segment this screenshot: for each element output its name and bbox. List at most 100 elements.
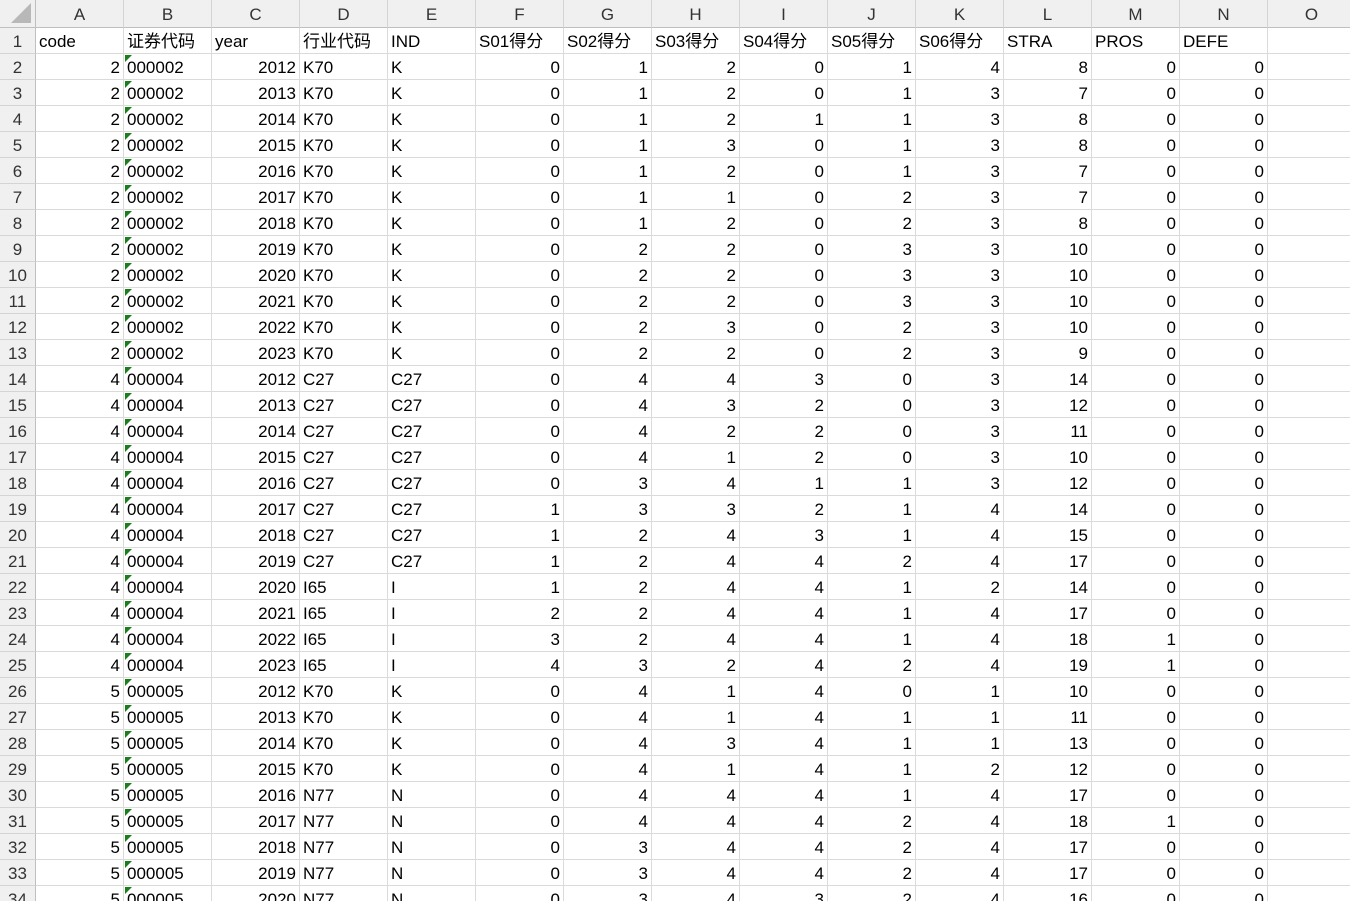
cell-N16[interactable]: 0 — [1180, 418, 1268, 444]
cell-L13[interactable]: 9 — [1004, 340, 1092, 366]
cell-I29[interactable]: 4 — [740, 756, 828, 782]
cell-O16[interactable] — [1268, 418, 1350, 444]
cell-L16[interactable]: 11 — [1004, 418, 1092, 444]
cell-I21[interactable]: 4 — [740, 548, 828, 574]
cell-G31[interactable]: 4 — [564, 808, 652, 834]
cell-D4[interactable]: K70 — [300, 106, 388, 132]
row-header-33[interactable]: 33 — [0, 860, 36, 886]
cell-N14[interactable]: 0 — [1180, 366, 1268, 392]
cell-I1[interactable]: S04得分 — [740, 28, 828, 54]
cell-C8[interactable]: 2018 — [212, 210, 300, 236]
cell-B14[interactable]: 000004 — [124, 366, 212, 392]
cell-G7[interactable]: 1 — [564, 184, 652, 210]
cell-F28[interactable]: 0 — [476, 730, 564, 756]
cell-L6[interactable]: 7 — [1004, 158, 1092, 184]
cell-J21[interactable]: 2 — [828, 548, 916, 574]
column-header-M[interactable]: M — [1092, 0, 1180, 28]
cell-E10[interactable]: K — [388, 262, 476, 288]
cell-K21[interactable]: 4 — [916, 548, 1004, 574]
cell-C22[interactable]: 2020 — [212, 574, 300, 600]
cell-N25[interactable]: 0 — [1180, 652, 1268, 678]
column-header-D[interactable]: D — [300, 0, 388, 28]
cell-A26[interactable]: 5 — [36, 678, 124, 704]
cell-J28[interactable]: 1 — [828, 730, 916, 756]
cell-I28[interactable]: 4 — [740, 730, 828, 756]
cell-I15[interactable]: 2 — [740, 392, 828, 418]
cell-C29[interactable]: 2015 — [212, 756, 300, 782]
row-header-23[interactable]: 23 — [0, 600, 36, 626]
cell-B21[interactable]: 000004 — [124, 548, 212, 574]
cell-D23[interactable]: I65 — [300, 600, 388, 626]
cell-K10[interactable]: 3 — [916, 262, 1004, 288]
cell-B18[interactable]: 000004 — [124, 470, 212, 496]
row-header-31[interactable]: 31 — [0, 808, 36, 834]
cell-F2[interactable]: 0 — [476, 54, 564, 80]
cell-F17[interactable]: 0 — [476, 444, 564, 470]
cell-I8[interactable]: 0 — [740, 210, 828, 236]
cell-C25[interactable]: 2023 — [212, 652, 300, 678]
cell-D19[interactable]: C27 — [300, 496, 388, 522]
cell-I2[interactable]: 0 — [740, 54, 828, 80]
cell-M1[interactable]: PROS — [1092, 28, 1180, 54]
cell-J9[interactable]: 3 — [828, 236, 916, 262]
cell-B19[interactable]: 000004 — [124, 496, 212, 522]
cell-B20[interactable]: 000004 — [124, 522, 212, 548]
row-header-30[interactable]: 30 — [0, 782, 36, 808]
cell-C34[interactable]: 2020 — [212, 886, 300, 901]
cell-D27[interactable]: K70 — [300, 704, 388, 730]
cell-I24[interactable]: 4 — [740, 626, 828, 652]
cell-M25[interactable]: 1 — [1092, 652, 1180, 678]
cell-M2[interactable]: 0 — [1092, 54, 1180, 80]
row-header-29[interactable]: 29 — [0, 756, 36, 782]
cell-O8[interactable] — [1268, 210, 1350, 236]
cell-M27[interactable]: 0 — [1092, 704, 1180, 730]
cell-N7[interactable]: 0 — [1180, 184, 1268, 210]
cell-M23[interactable]: 0 — [1092, 600, 1180, 626]
cell-D9[interactable]: K70 — [300, 236, 388, 262]
cell-D12[interactable]: K70 — [300, 314, 388, 340]
cell-M29[interactable]: 0 — [1092, 756, 1180, 782]
cell-H17[interactable]: 1 — [652, 444, 740, 470]
cell-K5[interactable]: 3 — [916, 132, 1004, 158]
cell-A4[interactable]: 2 — [36, 106, 124, 132]
cell-O12[interactable] — [1268, 314, 1350, 340]
cell-L32[interactable]: 17 — [1004, 834, 1092, 860]
cell-J26[interactable]: 0 — [828, 678, 916, 704]
row-header-13[interactable]: 13 — [0, 340, 36, 366]
row-header-19[interactable]: 19 — [0, 496, 36, 522]
cell-F23[interactable]: 2 — [476, 600, 564, 626]
row-header-32[interactable]: 32 — [0, 834, 36, 860]
cell-H5[interactable]: 3 — [652, 132, 740, 158]
cell-M13[interactable]: 0 — [1092, 340, 1180, 366]
cell-J11[interactable]: 3 — [828, 288, 916, 314]
cell-K18[interactable]: 3 — [916, 470, 1004, 496]
cell-G19[interactable]: 3 — [564, 496, 652, 522]
cell-D34[interactable]: N77 — [300, 886, 388, 901]
column-header-N[interactable]: N — [1180, 0, 1268, 28]
cell-H20[interactable]: 4 — [652, 522, 740, 548]
column-header-B[interactable]: B — [124, 0, 212, 28]
cell-E28[interactable]: K — [388, 730, 476, 756]
row-header-12[interactable]: 12 — [0, 314, 36, 340]
cell-O11[interactable] — [1268, 288, 1350, 314]
cell-L3[interactable]: 7 — [1004, 80, 1092, 106]
cell-I31[interactable]: 4 — [740, 808, 828, 834]
row-header-1[interactable]: 1 — [0, 28, 36, 54]
cell-H6[interactable]: 2 — [652, 158, 740, 184]
cell-G11[interactable]: 2 — [564, 288, 652, 314]
cell-I14[interactable]: 3 — [740, 366, 828, 392]
cell-E24[interactable]: I — [388, 626, 476, 652]
cell-O27[interactable] — [1268, 704, 1350, 730]
cell-K26[interactable]: 1 — [916, 678, 1004, 704]
cell-E20[interactable]: C27 — [388, 522, 476, 548]
cell-H32[interactable]: 4 — [652, 834, 740, 860]
column-header-O[interactable]: O — [1268, 0, 1350, 28]
cell-G24[interactable]: 2 — [564, 626, 652, 652]
cell-I4[interactable]: 1 — [740, 106, 828, 132]
cell-I17[interactable]: 2 — [740, 444, 828, 470]
cell-E18[interactable]: C27 — [388, 470, 476, 496]
cell-O7[interactable] — [1268, 184, 1350, 210]
cell-O4[interactable] — [1268, 106, 1350, 132]
cell-E14[interactable]: C27 — [388, 366, 476, 392]
cell-B30[interactable]: 000005 — [124, 782, 212, 808]
